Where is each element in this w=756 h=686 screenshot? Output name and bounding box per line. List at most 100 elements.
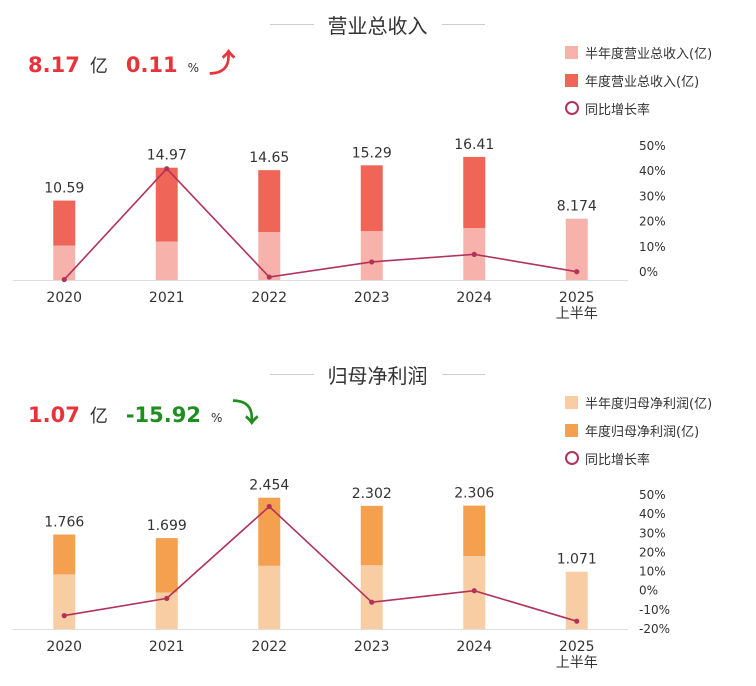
profit-kpi-unit: 亿 [89, 406, 108, 427]
bar-value-label: 1.071 [557, 552, 597, 568]
y-right-tick-label: 10% [639, 240, 666, 254]
legend-item-half[interactable]: 半年度营业总收入(亿) [565, 38, 712, 66]
legend-swatch-full [565, 423, 578, 437]
bar-value-label: 8.174 [557, 199, 597, 215]
y-right-tick-label: 40% [639, 507, 666, 521]
y-right-tick-label: 40% [639, 164, 666, 178]
y-right-tick-label: 0% [639, 584, 658, 598]
y-right-tick-label: 0% [639, 265, 658, 279]
bar-value-label: 14.97 [147, 148, 187, 164]
y-right-tick-label: 20% [639, 215, 666, 229]
legend-label-growth: 同比增长率 [585, 102, 651, 118]
bar-full-year [258, 497, 281, 566]
title-rule-left [270, 373, 314, 375]
revenue-panel: 营业总收入 8.17 亿 0.11 % ⤴ 半年度营业总收入(亿) 年度营业总收… [0, 0, 756, 340]
y-right-tick-label: 30% [639, 526, 666, 540]
growth-rate-point [369, 259, 375, 265]
revenue-title: 营业总收入 [327, 13, 428, 38]
revenue-kpi-growth: 0.11 [125, 53, 178, 77]
profit-kpi-growth-unit: % [210, 411, 223, 425]
growth-rate-point [164, 595, 170, 601]
revenue-kpi: 8.17 亿 0.11 % ⤴ [28, 49, 236, 82]
bar-half-year [155, 592, 178, 629]
bar-half-year [360, 565, 383, 629]
bar-full-year [258, 170, 281, 232]
x-tick-label: 2022 [251, 639, 287, 655]
bar-half-year [360, 231, 383, 280]
profit-title-wrap: 归母净利润 [270, 360, 485, 388]
profit-kpi-growth: -15.92 [125, 403, 201, 427]
arrow-down-icon: ⤵ [232, 399, 259, 429]
y-right-tick-label: 50% [639, 488, 666, 502]
arrow-up-icon: ⤴ [209, 49, 236, 79]
profit-kpi-value: 1.07 [28, 403, 80, 427]
legend-label-half: 半年度营业总收入(亿) [585, 46, 713, 62]
bar-full-year [155, 538, 178, 593]
profit-chart: 1.766 2020 1.699 2021 2.454 2022 2.302 2023 2.30… [13, 478, 670, 671]
legend-item-half[interactable]: 半年度归母净利润(亿) [565, 388, 712, 416]
x-tick-label: 2021 [149, 290, 185, 306]
bar-value-label: 1.699 [147, 518, 187, 534]
revenue-kpi-unit: 亿 [89, 56, 108, 77]
title-rule-left [270, 23, 314, 25]
revenue-chart: 10.59 2020 14.97 2021 14.65 2022 15.29 2023 16.4… [13, 137, 666, 322]
growth-rate-point [574, 618, 580, 624]
bar-value-label: 15.29 [352, 145, 392, 161]
x-tick-label: 2025 [559, 290, 595, 306]
bar-full-year [155, 167, 178, 242]
legend-label-full: 年度归母净利润(亿) [585, 424, 700, 440]
profit-legend: 半年度归母净利润(亿) 年度归母净利润(亿) 同比增长率 [565, 388, 712, 472]
legend-item-growth[interactable]: 同比增长率 [565, 444, 712, 472]
legend-circle-icon [565, 101, 579, 115]
bar-full-year [53, 200, 76, 246]
bar-half-year [258, 565, 281, 629]
y-right-tick-label: 50% [639, 139, 666, 153]
x-tick-label: 2024 [456, 639, 492, 655]
x-tick-label: 2024 [456, 290, 492, 306]
growth-rate-point [61, 613, 67, 619]
legend-item-growth[interactable]: 同比增长率 [565, 94, 712, 122]
bar-full-year [53, 534, 76, 575]
revenue-legend: 半年度营业总收入(亿) 年度营业总收入(亿) 同比增长率 [565, 38, 712, 122]
bar-full-year [360, 165, 383, 232]
growth-rate-point [61, 276, 67, 283]
x-tick-label: 2021 [149, 639, 185, 655]
x-tick-label: 2022 [251, 290, 287, 306]
profit-kpi: 1.07 亿 -15.92 % ⤵ [28, 399, 259, 432]
x-tick-label: 2020 [46, 290, 82, 306]
title-rule-right [441, 373, 485, 375]
x-tick-label: 2020 [46, 639, 82, 655]
bar-value-label: 14.65 [249, 150, 289, 166]
bar-full-year [463, 156, 486, 229]
legend-swatch-full [565, 73, 578, 87]
bar-half-year [258, 232, 281, 280]
profit-title: 归母净利润 [327, 363, 428, 388]
bar-value-label: 2.306 [454, 486, 494, 502]
growth-rate-point [574, 269, 580, 275]
y-right-tick-label: 10% [639, 565, 666, 579]
growth-rate-point [266, 503, 272, 510]
y-right-tick-label: 30% [639, 189, 666, 203]
revenue-kpi-value: 8.17 [28, 53, 80, 77]
legend-item-full[interactable]: 年度营业总收入(亿) [565, 66, 712, 94]
legend-swatch-half [565, 45, 578, 59]
legend-item-full[interactable]: 年度归母净利润(亿) [565, 416, 712, 444]
legend-label-half: 半年度归母净利润(亿) [585, 396, 713, 412]
profit-panel: 归母净利润 1.07 亿 -15.92 % ⤵ 半年度归母净利润(亿) 年度归母… [0, 350, 756, 686]
x-tick-label: 2023 [354, 639, 390, 655]
revenue-kpi-growth-unit: % [187, 61, 200, 75]
growth-rate-point [369, 599, 375, 605]
bar-half-year [53, 245, 76, 280]
x-tick-label: 2025 [559, 639, 595, 655]
x-tick-label: 2023 [354, 290, 390, 306]
bar-half-year [565, 571, 588, 629]
bar-half-year [565, 218, 588, 280]
bar-value-label: 10.59 [44, 181, 84, 197]
legend-label-full: 年度营业总收入(亿) [585, 74, 700, 90]
x-tick-label: 上半年 [556, 655, 598, 671]
bar-half-year [53, 574, 76, 629]
growth-rate-point [471, 251, 477, 257]
legend-circle-icon [565, 451, 579, 465]
bar-value-label: 16.41 [454, 137, 494, 153]
revenue-title-wrap: 营业总收入 [270, 10, 485, 38]
